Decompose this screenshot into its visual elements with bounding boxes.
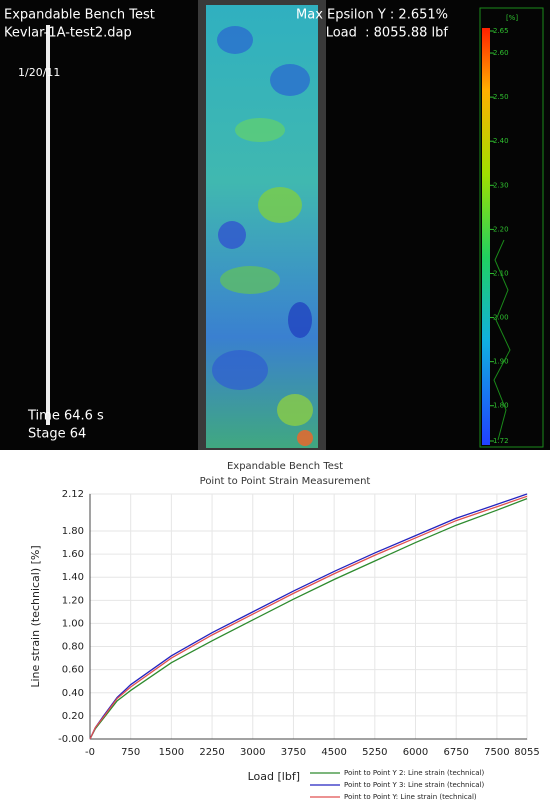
series-line [89,495,528,740]
series-line [89,498,528,740]
x-tick-label: 7500 [484,747,509,758]
y-tick-label: 0.20 [62,711,84,722]
x-tick-label: 6750 [443,747,468,758]
chart-title: Expandable Bench Test [227,461,343,472]
colorbar [482,28,490,445]
colorbar-frame [479,7,544,448]
y-tick-label: 1.60 [62,549,84,560]
y-axis-label: Line strain (technical) [%] [29,545,42,687]
x-axis-label: Load [lbf] [248,770,300,783]
series-line [89,493,528,740]
x-tick-label: 4500 [321,747,346,758]
load-readout: Load : 8055.88 lbf [326,26,449,41]
x-tick-label: 750 [121,747,140,758]
y-tick-label: 1.00 [62,618,84,629]
y-tick-label: -0.00 [58,734,84,745]
colorbar-label: 1.80 [493,402,509,410]
x-tick-label: 8055 [514,747,539,758]
x-tick-label: 3750 [281,747,306,758]
colorbar-label: 2.50 [493,93,509,101]
y-tick-label: 1.20 [62,595,84,606]
y-tick-label: 0.80 [62,642,84,653]
legend-label: Point to Point Y 2: Line strain (technic… [344,769,485,777]
x-tick-label: 6000 [403,747,428,758]
colorbar-label: 2.00 [493,314,509,322]
x-tick-label: 5250 [362,747,387,758]
colorbar-label: 2.65 [493,27,509,35]
y-tick-label: 1.80 [62,526,84,537]
stage: Stage 64 [28,427,86,442]
chart-subtitle: Point to Point Strain Measurement [200,476,371,487]
file-name: Kevlar-1A-test2.dap [4,26,132,41]
colorbar-label: 2.40 [493,137,509,145]
colorbar-unit: [%] [506,14,518,22]
y-tick-label: 2.12 [62,489,84,500]
viewer-title: Expandable Bench Test [4,8,155,23]
colorbar-label: 2.60 [493,49,509,57]
y-tick-label: 0.60 [62,665,84,676]
x-tick-label: 3000 [240,747,265,758]
plot-area [89,493,528,740]
histogram-trace [493,239,511,441]
y-tick-label: 0.40 [62,688,84,699]
colorbar-label: 2.30 [493,181,509,189]
date: 1/20/11 [18,66,60,79]
reference-bar [46,25,50,425]
x-tick-label: -0 [85,747,95,758]
x-tick-label: 2250 [199,747,224,758]
colorbar-label: 2.10 [493,269,509,277]
strain-blobs [212,26,313,446]
x-tick-label: 1500 [159,747,184,758]
max-epsilon: Max Epsilon Y : 2.651% [296,8,448,23]
colorbar-label: 1.72 [493,437,509,445]
time: Time 64.6 s [27,409,104,424]
colorbar-label: 2.20 [493,225,509,233]
colorbar-label: 1.90 [493,358,509,366]
legend-label: Point to Point Y 3: Line strain (technic… [344,781,485,789]
y-tick-label: 1.40 [62,572,84,583]
legend-label: Point to Point Y: Line strain (technical… [344,793,477,801]
